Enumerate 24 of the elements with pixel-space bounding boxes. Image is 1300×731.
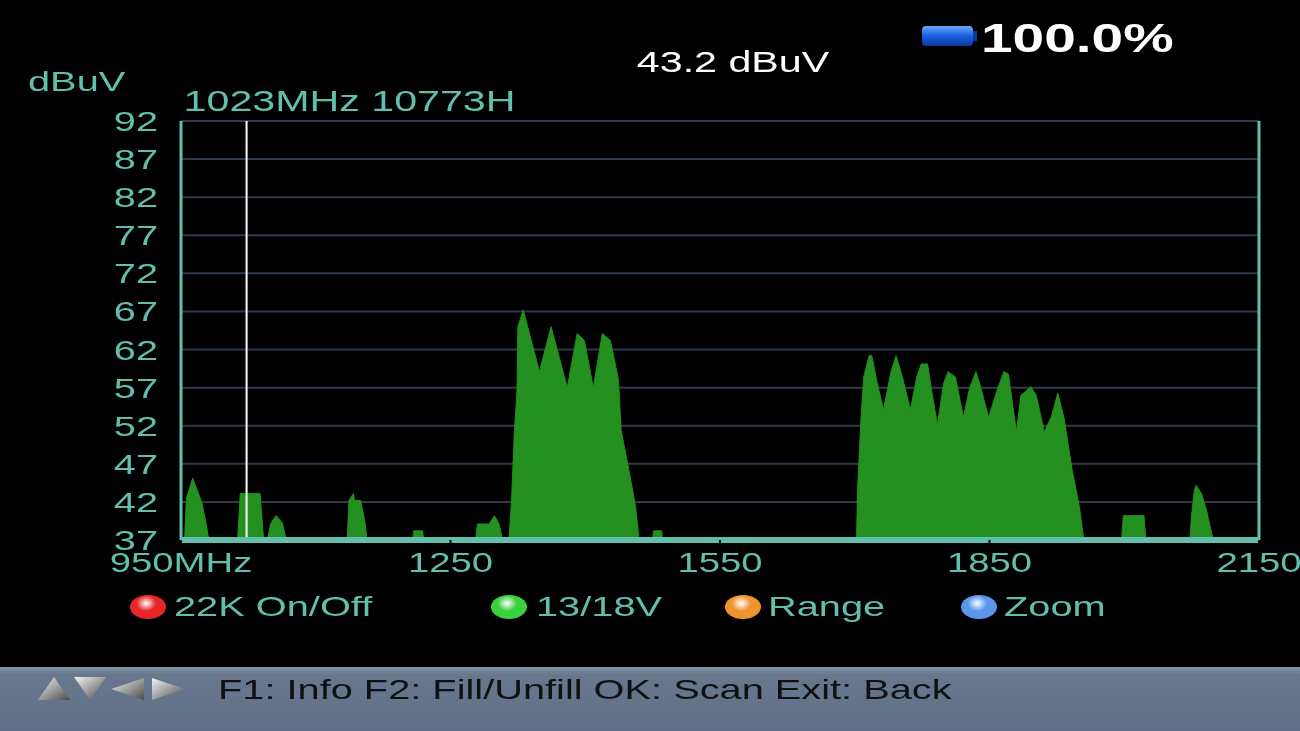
x-tick-label: 1550 [677, 547, 763, 578]
text: 43.2 dBuV [636, 45, 830, 78]
x-tick-label: 2150 [1216, 547, 1300, 578]
y-tick-label: 92 [113, 105, 158, 137]
text: 13/18V [536, 591, 663, 622]
y-tick-label: 72 [113, 258, 158, 290]
y-tick-label: 77 [113, 220, 158, 251]
text: 22K On/Off [174, 591, 373, 622]
y-tick-label: 67 [113, 296, 158, 328]
y-tick-label: 62 [113, 334, 158, 366]
ref-line-label: 1023MHz 10773H [183, 84, 516, 118]
y-tick-label: 57 [113, 372, 158, 404]
y-tick-label: 47 [113, 448, 158, 480]
x-tick-label: 1850 [946, 547, 1033, 578]
text: Zoom [1004, 591, 1106, 622]
y-tick-label: 82 [113, 181, 158, 213]
text: Range [768, 591, 886, 622]
y-tick-label: 87 [113, 143, 158, 175]
y-axis-title: dBuV [28, 66, 126, 97]
y-tick-label: 42 [113, 486, 158, 518]
y-tick-label: 52 [113, 410, 158, 442]
x-tick-label: 1250 [407, 547, 494, 578]
text: 100.0% [981, 16, 1174, 60]
text: F1: Info F2: Fill/Unfill OK: Scan Exit: Back [218, 674, 952, 705]
